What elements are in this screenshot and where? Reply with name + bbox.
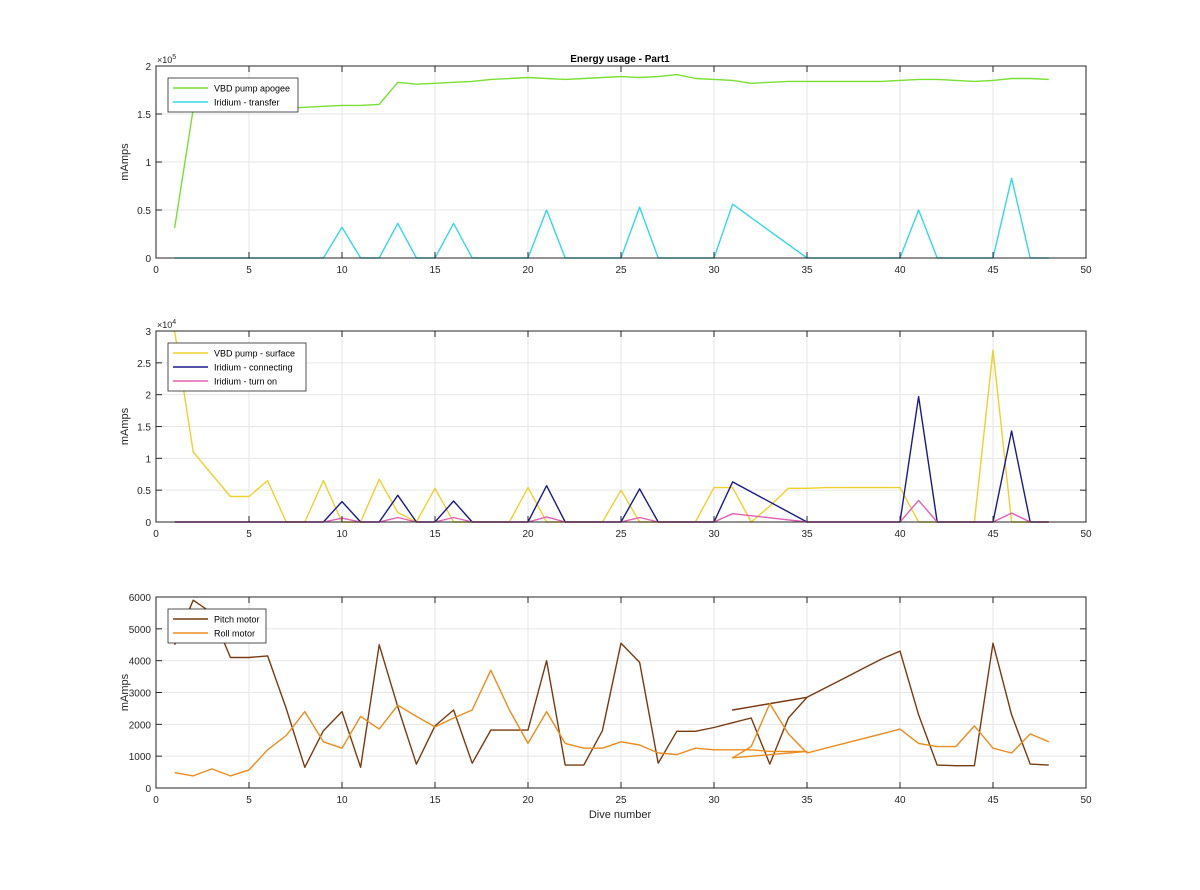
legend-label: Iridium - turn on: [214, 377, 277, 387]
y-tick-label: 4000: [129, 657, 152, 668]
x-tick-label: 10: [336, 795, 348, 806]
x-tick-label: 35: [801, 529, 813, 540]
x-tick-label: 35: [801, 795, 813, 806]
y-tick-label: 1: [145, 454, 151, 465]
y-axis-label: mAmps: [119, 407, 131, 445]
y-tick-label: 2.5: [137, 359, 151, 370]
y-tick-label: 1000: [129, 752, 152, 763]
series-line-roll-motor: [174, 669, 1050, 777]
x-tick-label: 40: [894, 265, 906, 276]
chart-panel-3: 0 5 10 15 20 25 30 35 40 45 50 0 1000 2000 3000 4000 500…: [119, 593, 1092, 806]
x-tick-label: 20: [522, 265, 534, 276]
x-tick-label: 15: [429, 265, 441, 276]
y-axis-label: mAmps: [119, 143, 131, 181]
y-tick-label: 5000: [129, 625, 152, 636]
x-tick-label: 5: [246, 795, 252, 806]
legend-label: Pitch motor: [214, 615, 260, 625]
y-tick-label: 1.5: [137, 110, 151, 121]
legend-label: Iridium - transfer: [214, 98, 280, 108]
x-tick-label: 0: [153, 529, 159, 540]
x-tick-label: 45: [987, 795, 999, 806]
y-exponent-power: 4: [172, 319, 176, 326]
x-tick-label: 30: [708, 265, 720, 276]
chart-panel-1: 0 5 10 15 20 25 30 35 40 45 5000.511.52×105mAmpsVB…: [119, 54, 1092, 276]
x-tick-label: 10: [336, 529, 348, 540]
series-line-vbd-pump-apogee: [173, 73, 1049, 229]
x-tick-label: 25: [615, 795, 627, 806]
legend-box: [167, 608, 267, 644]
x-tick-label: 20: [522, 529, 534, 540]
x-tick-label: 30: [708, 529, 720, 540]
x-tick-label: 15: [429, 529, 441, 540]
x-tick-label: 0: [153, 795, 159, 806]
legend-label: Iridium - connecting: [214, 363, 293, 373]
figure-title: Energy usage - Part1: [570, 54, 670, 65]
x-axis-label: Dive number: [589, 809, 652, 821]
y-exponent-base: ×10: [157, 55, 172, 65]
x-tick-label: 50: [1080, 265, 1092, 276]
y-tick-label: 2000: [129, 720, 152, 731]
legend-label: VBD pump - surface: [214, 349, 295, 359]
x-tick-label: 45: [987, 529, 999, 540]
legend-label: Roll motor: [214, 629, 255, 639]
y-tick-label: 6000: [129, 593, 152, 604]
y-tick-label: 3000: [129, 689, 152, 700]
y-tick-label: 0.5: [137, 206, 151, 217]
x-tick-label: 50: [1080, 529, 1092, 540]
chart-panel-2: 0 5 10 15 20 25 30 35 40 45 50 0 0.5 1 1.5 2 2.5 3 ×104 mAm…: [119, 319, 1092, 540]
x-tick-label: 15: [429, 795, 441, 806]
y-tick-label: 1: [145, 158, 151, 169]
series-line-pitch-motor: [173, 599, 1049, 768]
x-tick-label: 25: [615, 265, 627, 276]
x-tick-label: 10: [336, 265, 348, 276]
y-tick-label: 2: [145, 391, 151, 402]
y-tick-label: 0: [145, 254, 151, 265]
y-tick-label: 0: [145, 784, 151, 795]
x-tick-label: 35: [801, 265, 813, 276]
x-tick-label: 20: [522, 795, 534, 806]
y-exponent-base: ×10: [157, 320, 172, 330]
x-tick-label: 40: [894, 529, 906, 540]
legend-label: VBD pump apogee: [214, 84, 290, 94]
x-tick-label: 30: [708, 795, 720, 806]
x-tick-label: 5: [246, 265, 252, 276]
y-tick-label: 1.5: [137, 423, 151, 434]
x-tick-label: 40: [894, 795, 906, 806]
x-tick-label: 0: [153, 265, 159, 276]
y-tick-label: 0.5: [137, 486, 151, 497]
y-tick-label: 2: [145, 62, 151, 73]
y-exponent-power: 5: [172, 54, 176, 61]
x-tick-label: 25: [615, 529, 627, 540]
y-exponent-label: ×104: [157, 319, 176, 330]
x-tick-label: 45: [987, 265, 999, 276]
x-tick-label: 5: [246, 529, 252, 540]
y-tick-label: 3: [145, 327, 151, 338]
x-tick-label: 50: [1080, 795, 1092, 806]
y-tick-label: 0: [145, 518, 151, 529]
legend-box: [167, 77, 299, 113]
y-axis-label: mAmps: [119, 673, 131, 711]
series-line-vbd-pump-surface: [173, 330, 1049, 523]
y-exponent-label: ×105: [157, 54, 176, 65]
